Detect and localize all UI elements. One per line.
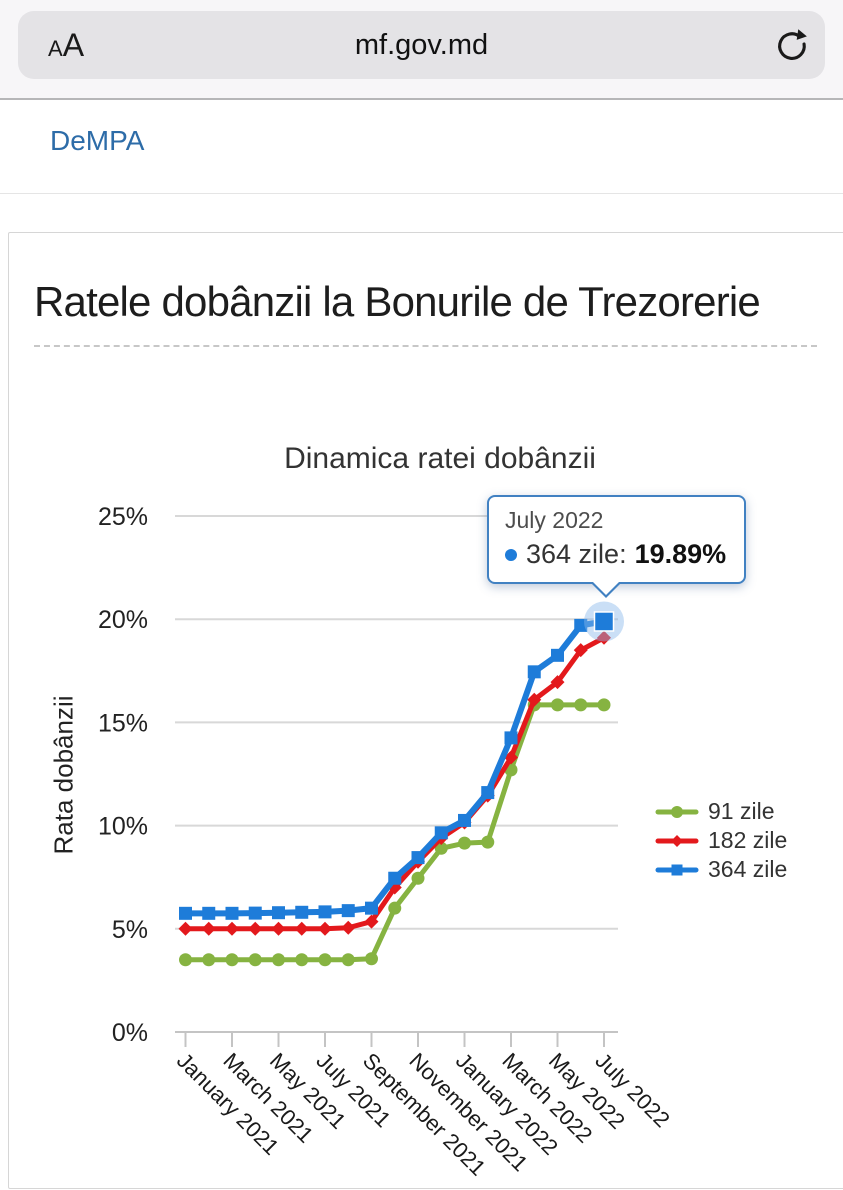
chart-title: Dinamica ratei dobânzii xyxy=(284,442,596,475)
data-point-364-zile[interactable] xyxy=(272,906,285,920)
tooltip-row: 364 zile: 19.89% xyxy=(505,539,726,570)
data-point-364-zile[interactable] xyxy=(388,871,402,885)
legend-marker-91-zile-icon xyxy=(655,805,699,818)
tooltip-series-label: 364 zile: xyxy=(526,539,627,569)
legend-marker-182-zile-icon xyxy=(655,834,699,847)
data-point-91-zile[interactable] xyxy=(272,953,285,967)
data-point-182-zile[interactable] xyxy=(341,920,356,935)
tooltip-title: July 2022 xyxy=(505,507,604,533)
series-line-91-zile xyxy=(183,702,607,963)
data-point-364-zile[interactable] xyxy=(481,786,495,800)
dempa-link[interactable]: DeMPA xyxy=(50,125,145,156)
y-tick-label: 15% xyxy=(98,709,148,737)
y-tick-label: 0% xyxy=(112,1019,148,1047)
data-point-364-zile[interactable] xyxy=(458,813,471,827)
data-point-91-zile[interactable] xyxy=(551,698,564,712)
dashed-divider xyxy=(34,345,817,347)
legend-item-364-zile[interactable]: 364 zile xyxy=(655,855,787,884)
reader-text-size-button[interactable]: AA xyxy=(48,27,85,63)
chart-legend: 91 zile 182 zile 364 zile xyxy=(655,797,787,884)
series-182-zile xyxy=(178,630,611,936)
data-point-182-zile[interactable] xyxy=(225,921,239,936)
data-point-182-zile[interactable] xyxy=(294,921,309,936)
data-point-91-zile[interactable] xyxy=(481,835,495,849)
url-text[interactable]: mf.gov.md xyxy=(354,29,489,61)
interest-rate-chart: Dinamica ratei dobânzii Rata dobânzii 0%… xyxy=(0,430,843,1190)
data-point-91-zile[interactable] xyxy=(225,953,239,967)
tooltip-value: 19.89% xyxy=(634,539,727,569)
data-point-91-zile[interactable] xyxy=(365,952,378,966)
legend-label: 91 zile xyxy=(708,798,775,824)
data-point-182-zile[interactable] xyxy=(527,692,542,707)
series-line-364-zile xyxy=(182,618,607,917)
data-point-91-zile[interactable] xyxy=(411,871,425,885)
tooltip-series-bullet-icon xyxy=(505,548,517,561)
data-point-364-zile[interactable] xyxy=(365,901,378,915)
data-point-182-zile[interactable] xyxy=(178,921,193,936)
active-point-marker[interactable] xyxy=(593,611,615,632)
data-point-364-zile[interactable] xyxy=(504,731,518,745)
data-point-364-zile[interactable] xyxy=(225,906,239,920)
data-point-182-zile[interactable] xyxy=(573,643,588,658)
y-tick-label: 5% xyxy=(112,916,148,944)
data-point-91-zile[interactable] xyxy=(318,953,332,967)
chart-tooltip: July 2022 364 zile: 19.89% xyxy=(487,495,747,598)
data-point-364-zile[interactable] xyxy=(551,648,564,662)
browser-chrome: AA mf.gov.md xyxy=(0,0,843,100)
series-364-zile xyxy=(179,614,611,920)
data-point-182-zile[interactable] xyxy=(271,921,286,936)
data-point-182-zile[interactable] xyxy=(550,675,565,690)
data-point-364-zile[interactable] xyxy=(574,618,588,632)
data-point-91-zile[interactable] xyxy=(388,901,402,915)
data-point-364-zile[interactable] xyxy=(318,905,332,919)
y-tick-label: 25% xyxy=(98,503,148,531)
reload-icon xyxy=(778,29,807,60)
data-point-91-zile[interactable] xyxy=(458,836,471,850)
data-point-364-zile[interactable] xyxy=(527,665,541,679)
legend-item-182-zile[interactable]: 182 zile xyxy=(655,826,787,855)
data-point-364-zile[interactable] xyxy=(179,906,192,920)
address-bar[interactable]: AA mf.gov.md xyxy=(18,11,825,79)
data-point-364-zile[interactable] xyxy=(411,851,425,865)
y-tick-label: 10% xyxy=(98,813,148,841)
legend-label: 182 zile xyxy=(708,827,788,853)
series-91-zile xyxy=(179,698,611,967)
content-card: Ratele dobânzii la Bonurile de Trezoreri… xyxy=(8,232,843,1189)
data-point-91-zile[interactable] xyxy=(202,953,216,967)
legend-item-91-zile[interactable]: 91 zile xyxy=(655,797,787,826)
data-point-182-zile[interactable] xyxy=(318,921,332,936)
data-point-91-zile[interactable] xyxy=(434,841,448,855)
data-point-364-zile[interactable] xyxy=(202,906,216,920)
legend-marker-364-zile-icon xyxy=(655,864,699,875)
data-point-182-zile[interactable] xyxy=(597,630,611,645)
data-point-91-zile[interactable] xyxy=(341,953,355,967)
data-point-182-zile[interactable] xyxy=(364,914,379,929)
legend-label: 364 zile xyxy=(708,856,788,882)
reload-button[interactable] xyxy=(773,26,811,64)
data-point-364-zile[interactable] xyxy=(434,826,448,840)
page-title: Ratele dobânzii la Bonurile de Trezoreri… xyxy=(34,278,761,325)
tooltip-pointer xyxy=(593,582,619,595)
data-point-182-zile[interactable] xyxy=(504,750,518,765)
data-point-91-zile[interactable] xyxy=(179,953,192,967)
data-point-182-zile[interactable] xyxy=(201,921,216,936)
data-point-364-zile[interactable] xyxy=(295,905,309,919)
data-point-182-zile[interactable] xyxy=(248,921,263,936)
data-point-91-zile[interactable] xyxy=(248,953,262,967)
data-point-91-zile[interactable] xyxy=(574,698,588,712)
data-point-91-zile[interactable] xyxy=(295,953,309,967)
breadcrumb: DeMPA xyxy=(0,100,843,194)
y-tick-label: 20% xyxy=(98,606,148,634)
data-point-91-zile[interactable] xyxy=(597,698,611,712)
data-point-364-zile[interactable] xyxy=(341,904,355,918)
data-point-364-zile[interactable] xyxy=(248,906,262,920)
